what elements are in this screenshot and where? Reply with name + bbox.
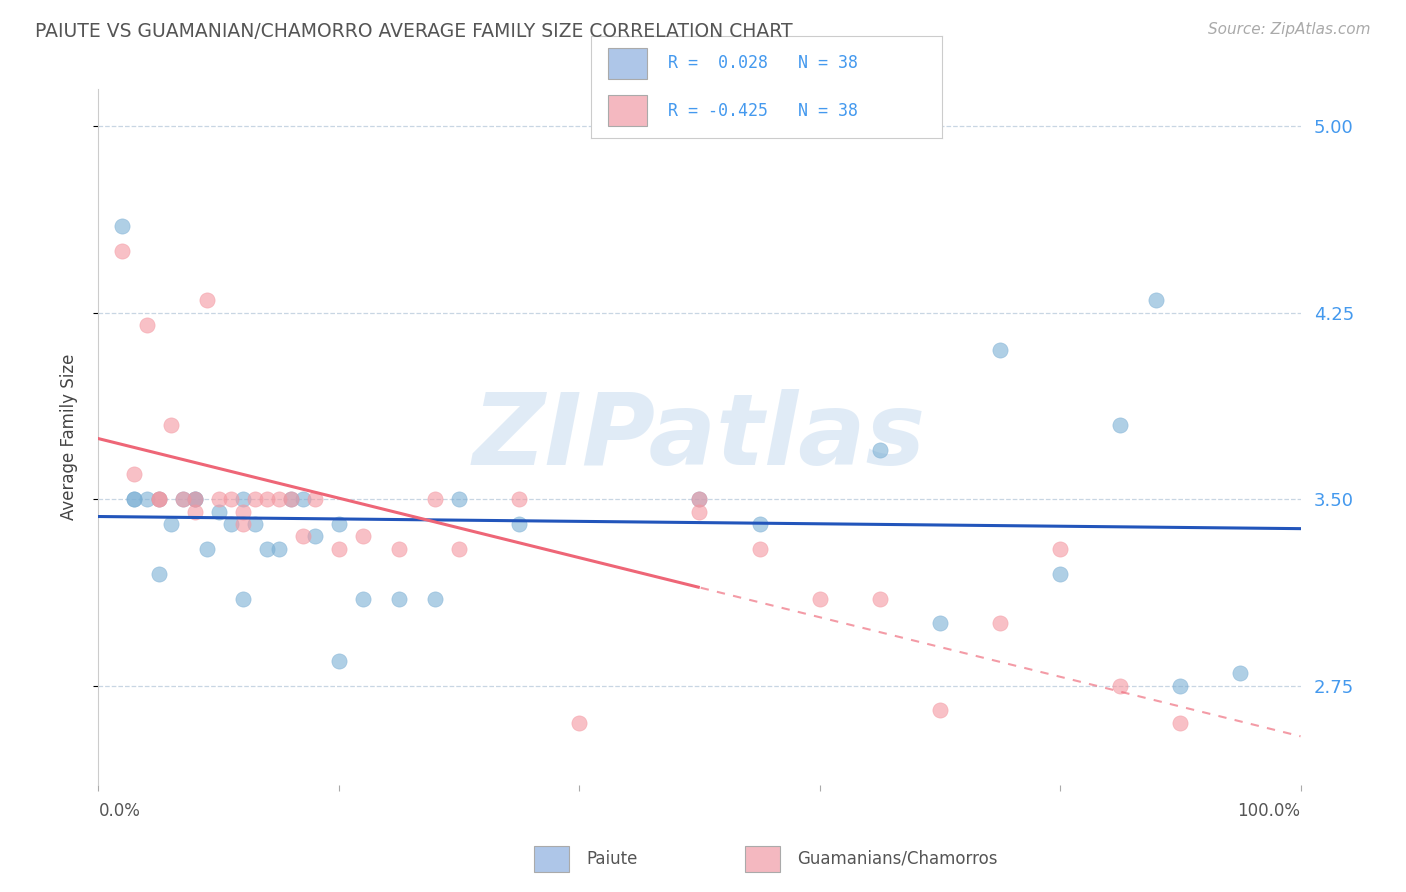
Point xyxy=(447,492,470,507)
Point xyxy=(219,517,242,532)
Point xyxy=(304,492,326,507)
Point xyxy=(183,505,205,519)
Point xyxy=(423,492,446,507)
Point xyxy=(172,492,194,507)
Point xyxy=(988,616,1011,631)
Point xyxy=(195,293,218,308)
Point xyxy=(256,541,278,556)
Point xyxy=(352,591,374,606)
Point xyxy=(267,492,290,507)
Point xyxy=(135,492,157,507)
Point xyxy=(447,541,470,556)
Point xyxy=(111,219,134,233)
FancyBboxPatch shape xyxy=(609,48,647,78)
Point xyxy=(748,541,770,556)
Point xyxy=(1229,666,1251,681)
Point xyxy=(1170,715,1192,730)
Point xyxy=(159,517,181,532)
Point xyxy=(172,492,194,507)
Point xyxy=(1109,679,1132,693)
Point xyxy=(869,591,891,606)
Point xyxy=(111,244,134,258)
Point xyxy=(689,492,711,507)
Point xyxy=(148,492,170,507)
Point xyxy=(219,492,242,507)
Text: Paiute: Paiute xyxy=(586,850,638,868)
Point xyxy=(352,529,374,543)
Point xyxy=(1049,541,1071,556)
Point xyxy=(243,492,266,507)
Point xyxy=(328,654,350,668)
Point xyxy=(232,505,254,519)
Point xyxy=(148,492,170,507)
Point xyxy=(689,492,711,507)
Point xyxy=(124,467,146,482)
Text: R = -0.425   N = 38: R = -0.425 N = 38 xyxy=(668,102,858,120)
Point xyxy=(159,417,181,432)
Point xyxy=(232,517,254,532)
Point xyxy=(1170,679,1192,693)
Text: ZIPatlas: ZIPatlas xyxy=(472,389,927,485)
Point xyxy=(988,343,1011,358)
Point xyxy=(328,517,350,532)
Point xyxy=(808,591,831,606)
Point xyxy=(928,616,950,631)
Point xyxy=(243,517,266,532)
Point xyxy=(232,492,254,507)
Point xyxy=(1144,293,1167,308)
FancyBboxPatch shape xyxy=(609,95,647,126)
Point xyxy=(183,492,205,507)
Point xyxy=(148,492,170,507)
Text: Guamanians/Chamorros: Guamanians/Chamorros xyxy=(797,850,998,868)
Point xyxy=(388,541,411,556)
Point xyxy=(508,517,530,532)
Text: Source: ZipAtlas.com: Source: ZipAtlas.com xyxy=(1208,22,1371,37)
Point xyxy=(388,591,411,606)
Point xyxy=(124,492,146,507)
Point xyxy=(1049,566,1071,581)
Point xyxy=(689,505,711,519)
Point xyxy=(928,703,950,717)
Point xyxy=(508,492,530,507)
Point xyxy=(232,591,254,606)
Point xyxy=(291,529,314,543)
Point xyxy=(135,318,157,333)
Point xyxy=(748,517,770,532)
Point xyxy=(291,492,314,507)
Point xyxy=(148,566,170,581)
Text: R =  0.028   N = 38: R = 0.028 N = 38 xyxy=(668,54,858,72)
Point xyxy=(280,492,302,507)
Text: 100.0%: 100.0% xyxy=(1237,802,1301,820)
Text: 0.0%: 0.0% xyxy=(98,802,141,820)
Point xyxy=(208,492,231,507)
Point xyxy=(280,492,302,507)
Point xyxy=(328,541,350,556)
Text: PAIUTE VS GUAMANIAN/CHAMORRO AVERAGE FAMILY SIZE CORRELATION CHART: PAIUTE VS GUAMANIAN/CHAMORRO AVERAGE FAM… xyxy=(35,22,793,41)
Point xyxy=(1109,417,1132,432)
Point xyxy=(304,529,326,543)
Y-axis label: Average Family Size: Average Family Size xyxy=(59,354,77,520)
Point xyxy=(267,541,290,556)
Point xyxy=(423,591,446,606)
Point xyxy=(256,492,278,507)
Point xyxy=(124,492,146,507)
Point xyxy=(1229,840,1251,855)
Point xyxy=(183,492,205,507)
Point xyxy=(869,442,891,457)
Point xyxy=(208,505,231,519)
Point xyxy=(568,715,591,730)
Point xyxy=(195,541,218,556)
Point xyxy=(183,492,205,507)
